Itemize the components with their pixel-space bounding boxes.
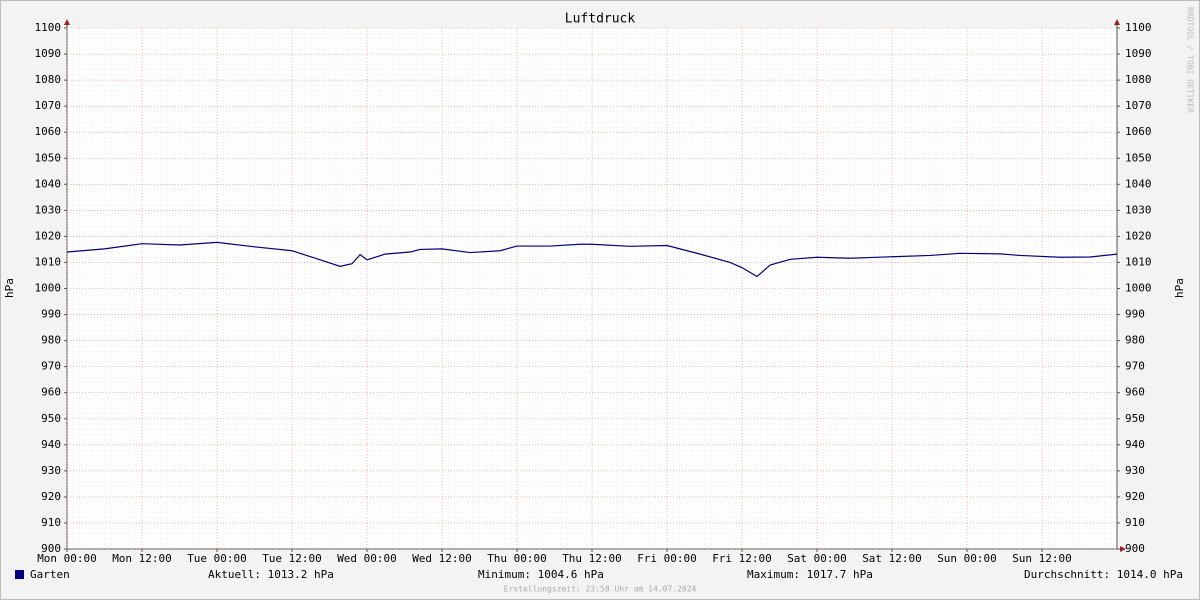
footer: Erstellungszeit: 23:58 Uhr am 14.07.2024 <box>504 585 697 594</box>
y2-tick-label: 1100 <box>1125 21 1152 34</box>
series-line <box>66 241 1118 278</box>
x-tick-label: Wed 00:00 <box>337 552 397 565</box>
y-tick-label: 900 <box>41 542 61 555</box>
x-tick-label: Sat 00:00 <box>787 552 847 565</box>
y-tick-label: 950 <box>41 412 61 425</box>
x-tick-label: Fri 12:00 <box>712 552 772 565</box>
y2-axis-label: hPa <box>1173 278 1186 298</box>
y2-tick-label: 910 <box>1125 516 1145 529</box>
y-tick-label: 940 <box>41 438 61 451</box>
legend-swatch <box>15 570 24 579</box>
legend-label: Garten <box>30 568 70 581</box>
y-tick-label: 1040 <box>35 177 62 190</box>
x-tick-label: Mon 00:00 <box>37 552 97 565</box>
stat: Aktuell: 1013.2 hPa <box>208 568 334 581</box>
y-tick-label: 1000 <box>35 282 62 295</box>
x-tick-label: Tue 00:00 <box>187 552 247 565</box>
y2-tick-label: 950 <box>1125 412 1145 425</box>
chart-title: Luftdruck <box>565 12 636 27</box>
x-tick-label: Mon 12:00 <box>112 552 172 565</box>
x-tick-label: Sun 00:00 <box>937 552 997 565</box>
y-tick-label: 980 <box>41 334 61 347</box>
y2-tick-label: 1030 <box>1125 203 1152 216</box>
y2-tick-label: 1090 <box>1125 47 1152 60</box>
y-tick-label: 1050 <box>35 151 62 164</box>
y2-tick-label: 960 <box>1125 386 1145 399</box>
y2-tick-label: 1000 <box>1125 282 1152 295</box>
y-tick-label: 1090 <box>35 47 62 60</box>
y-tick-label: 1080 <box>35 73 62 86</box>
y2-tick-label: 1080 <box>1125 73 1152 86</box>
y2-tick-label: 980 <box>1125 334 1145 347</box>
y2-tick-label: 920 <box>1125 490 1145 503</box>
y2-tick-label: 940 <box>1125 438 1145 451</box>
y2-tick-label: 930 <box>1125 464 1145 477</box>
y-tick-label: 1020 <box>35 229 62 242</box>
y2-tick-label: 970 <box>1125 360 1145 373</box>
y-tick-label: 990 <box>41 308 61 321</box>
y-tick-label: 1100 <box>35 21 62 34</box>
x-tick-label: Wed 12:00 <box>412 552 472 565</box>
y-tick-label: 970 <box>41 360 61 373</box>
x-tick-label: Thu 00:00 <box>487 552 547 565</box>
y2-tick-label: 1050 <box>1125 151 1152 164</box>
y2-tick-label: 990 <box>1125 308 1145 321</box>
stat: Durchschnitt: 1014.0 hPa <box>1024 568 1183 581</box>
x-tick-label: Sat 12:00 <box>862 552 922 565</box>
stat: Minimum: 1004.6 hPa <box>478 568 604 581</box>
y2-tick-label: 1070 <box>1125 99 1152 112</box>
y2-tick-label: 900 <box>1125 542 1145 555</box>
stat: Maximum: 1017.7 hPa <box>747 568 873 581</box>
y-tick-label: 930 <box>41 464 61 477</box>
watermark: RRDTOOL / TOBI OETIKER <box>1186 7 1195 113</box>
y2-tick-label: 1060 <box>1125 125 1152 138</box>
y-tick-label: 1060 <box>35 125 62 138</box>
x-tick-label: Fri 00:00 <box>637 552 697 565</box>
y-tick-label: 1030 <box>35 203 62 216</box>
y-tick-label: 960 <box>41 386 61 399</box>
y-tick-label: 1070 <box>35 99 62 112</box>
y2-tick-label: 1010 <box>1125 255 1152 268</box>
x-tick-label: Tue 12:00 <box>262 552 322 565</box>
x-tick-label: Thu 12:00 <box>562 552 622 565</box>
x-tick-label: Sun 12:00 <box>1012 552 1072 565</box>
y2-tick-label: 1020 <box>1125 229 1152 242</box>
y-tick-label: 910 <box>41 516 61 529</box>
y-tick-label: 1010 <box>35 255 62 268</box>
y-axis-label: hPa <box>3 278 16 298</box>
y-tick-label: 920 <box>41 490 61 503</box>
y2-tick-label: 1040 <box>1125 177 1152 190</box>
